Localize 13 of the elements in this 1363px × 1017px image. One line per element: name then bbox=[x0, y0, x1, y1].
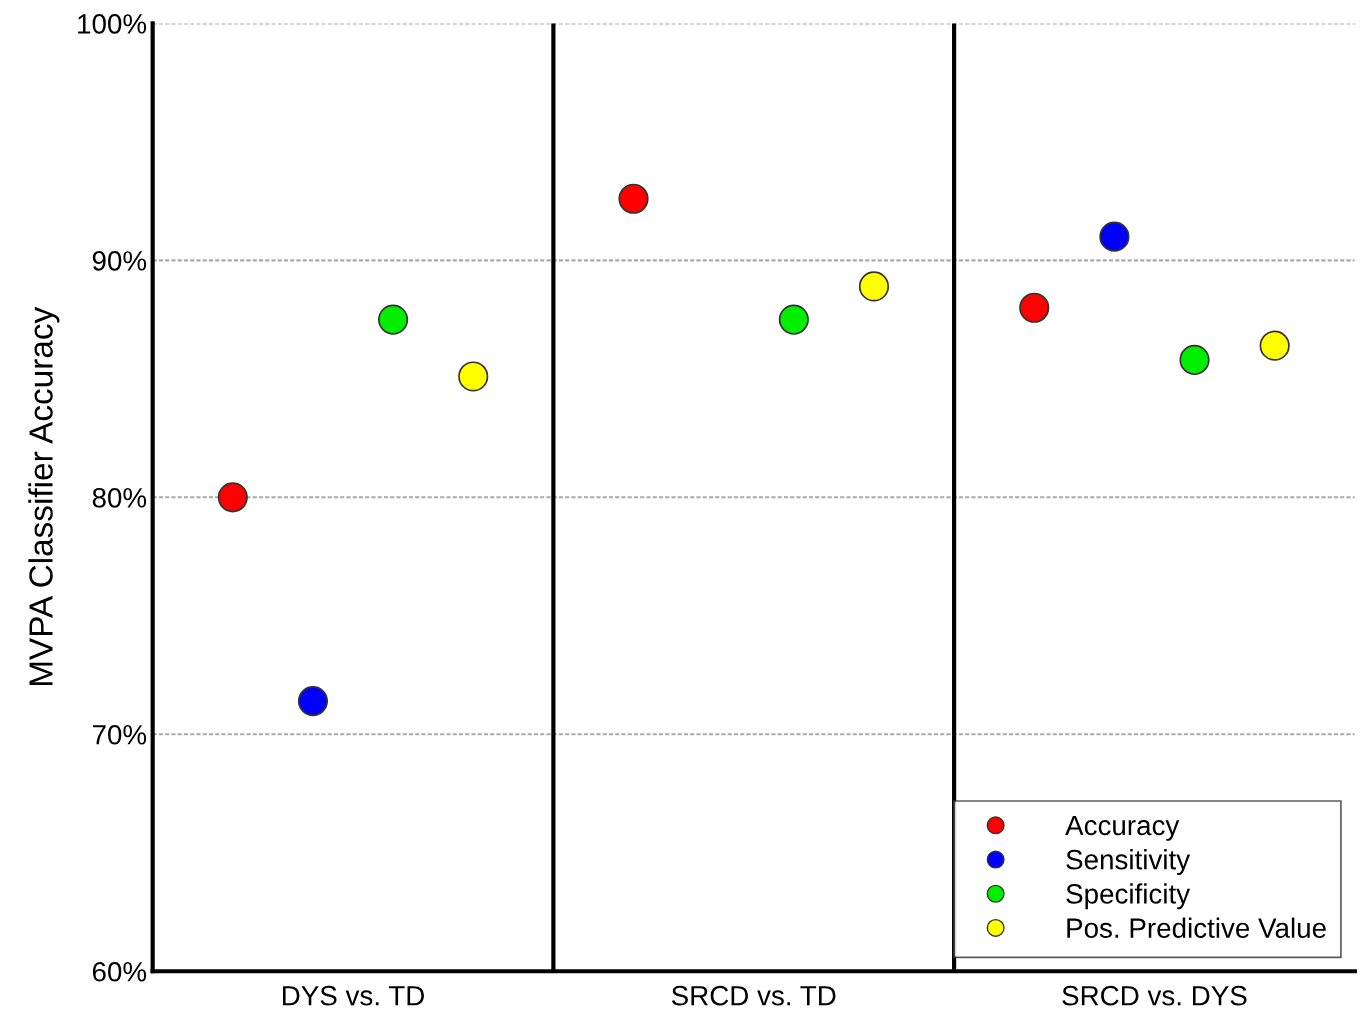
y-tick-label: 70% bbox=[92, 724, 147, 745]
y-tick-label: 80% bbox=[92, 487, 147, 508]
y-axis-title: MVPA Classifier Accuracy bbox=[28, 306, 60, 686]
legend-label: Accuracy bbox=[1065, 815, 1180, 841]
y-tick-label: 60% bbox=[92, 961, 147, 982]
y-tick-label: 90% bbox=[92, 251, 147, 271]
legend-label: Pos. Predictive Value bbox=[1067, 917, 1326, 938]
legend-label: Specificity bbox=[1066, 883, 1191, 910]
legend-label: Sensitivity bbox=[1066, 849, 1191, 875]
y-tick-label: 100% bbox=[78, 14, 147, 34]
x-tick-label: SRCD vs. DYS bbox=[1062, 985, 1247, 1006]
x-tick-label: DYS vs. TD bbox=[283, 985, 424, 1006]
x-tick-label: SRCD vs. TD bbox=[671, 985, 836, 1006]
